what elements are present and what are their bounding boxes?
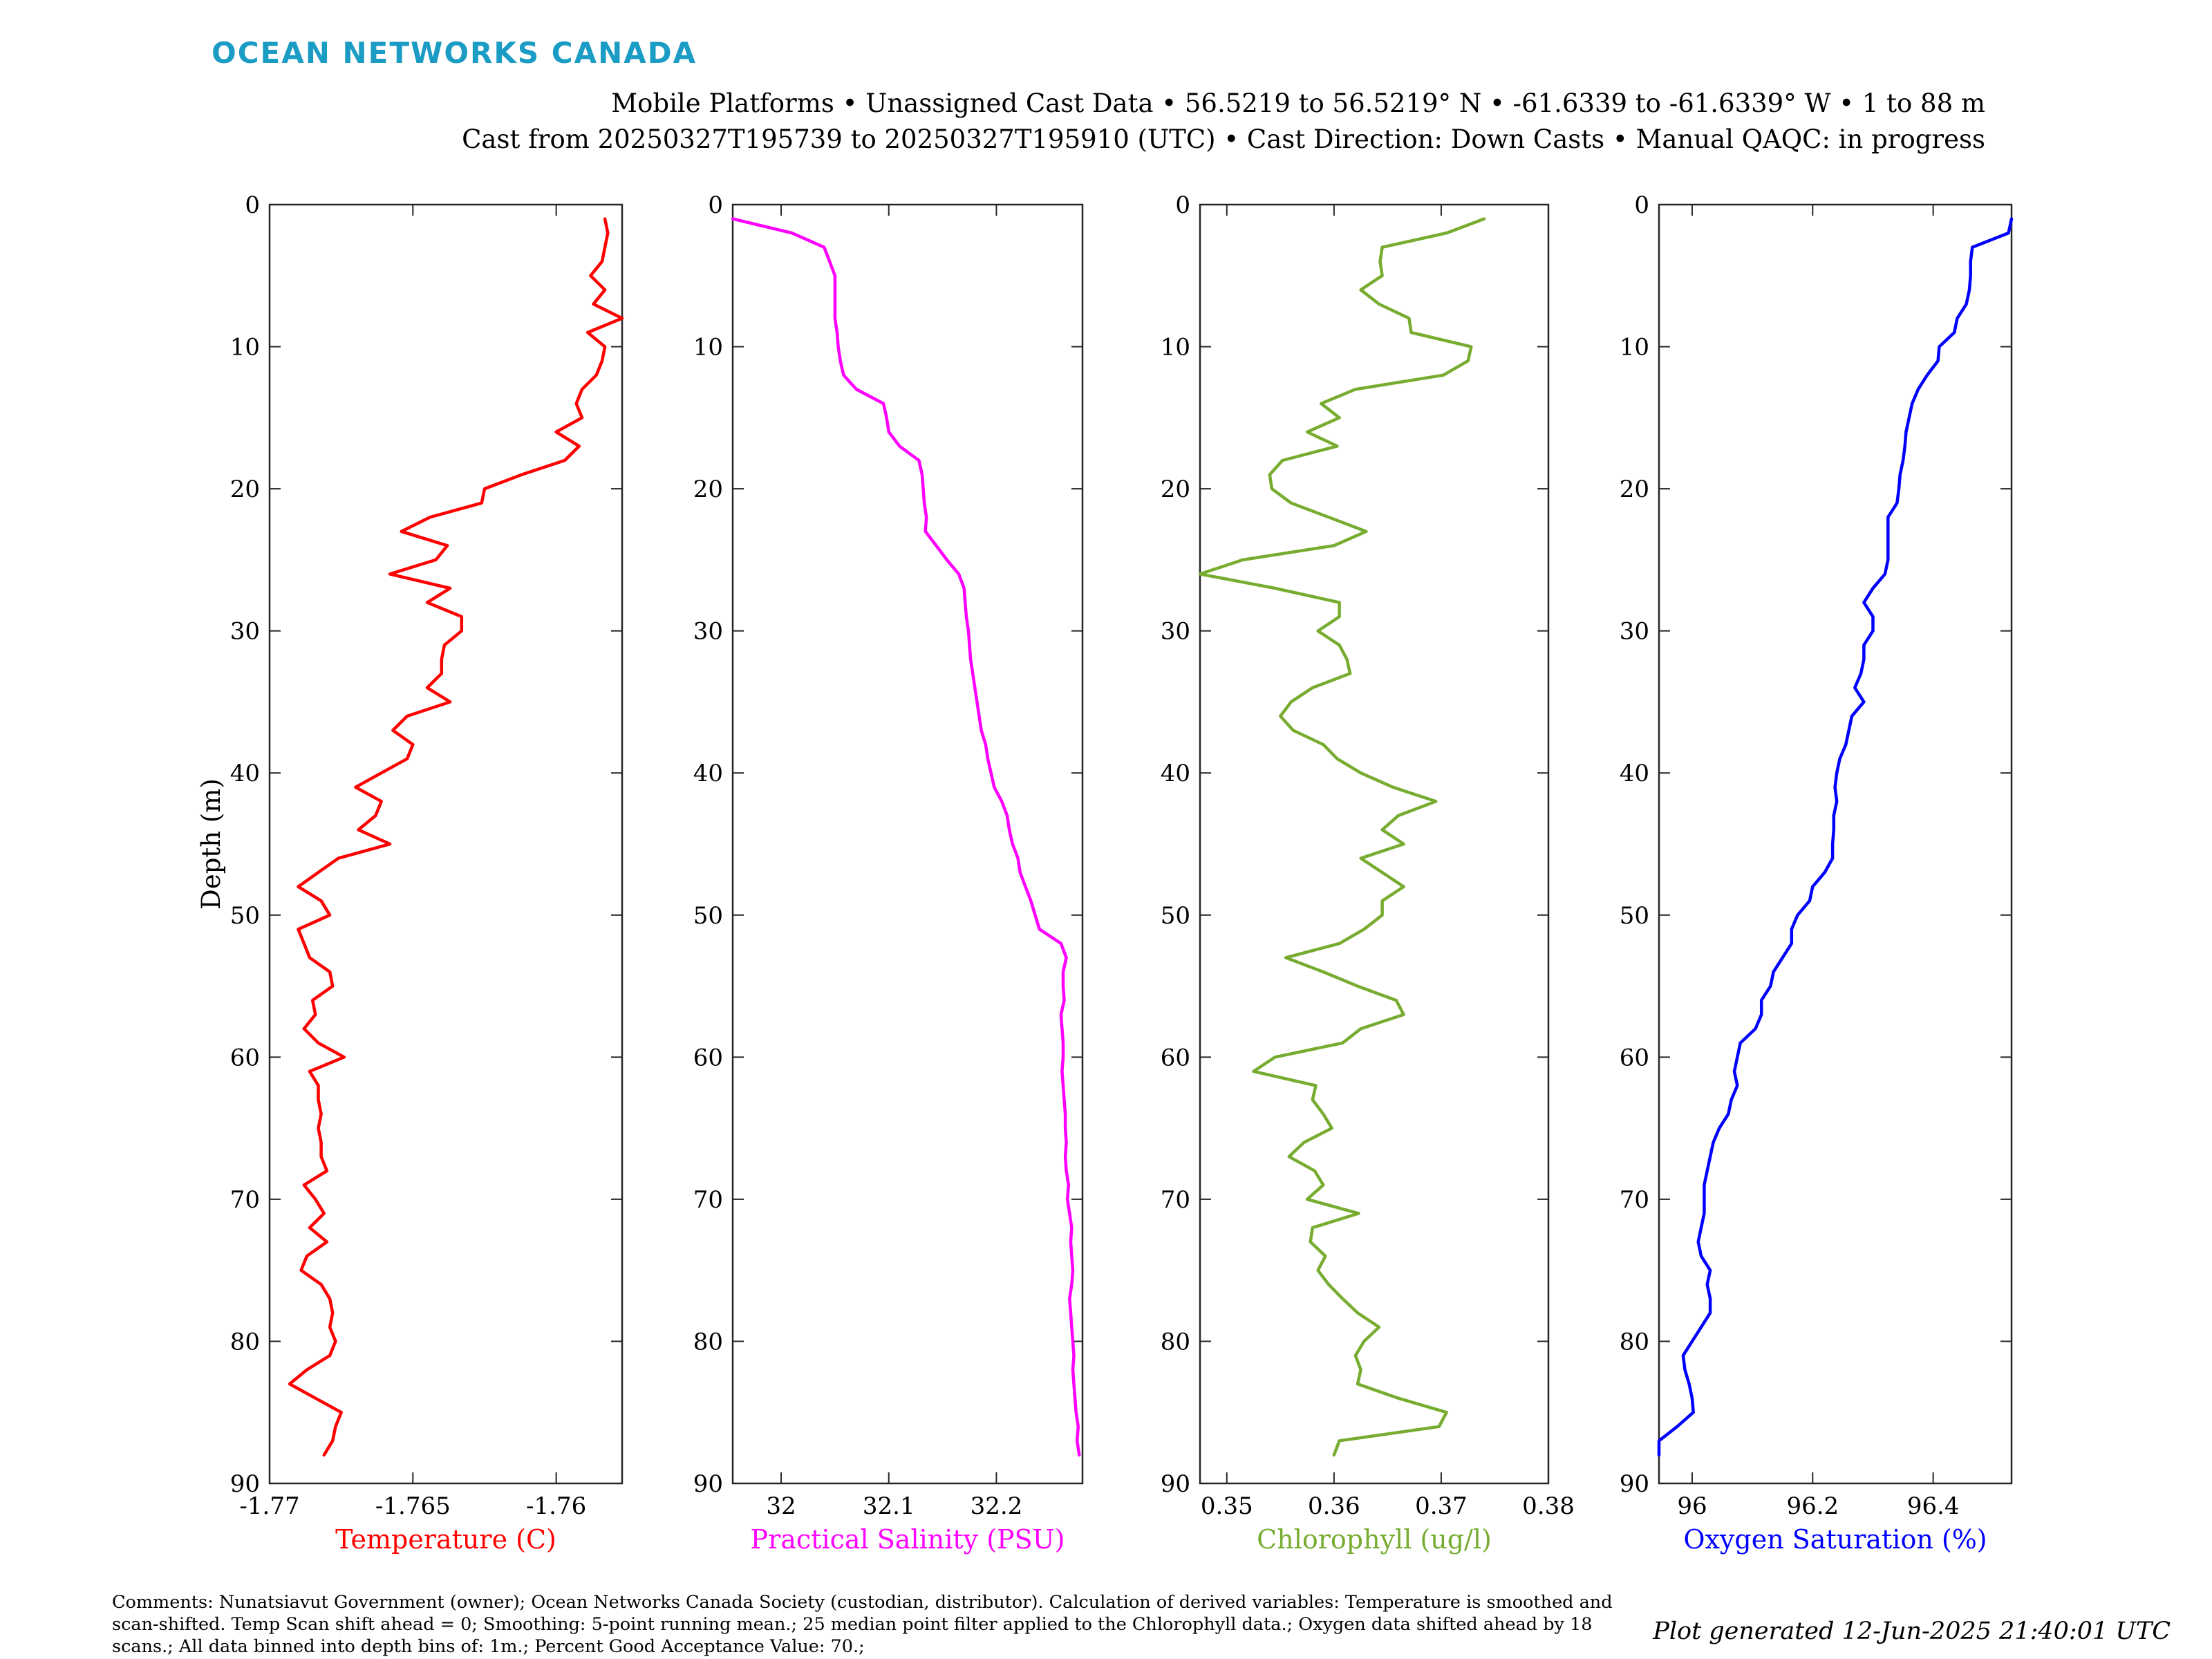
- x-tick-label: 0.37: [1415, 1492, 1468, 1520]
- y-tick-label: 40: [1620, 760, 1649, 787]
- plot-frame-3: [1199, 203, 1550, 1485]
- profile-line-3: [1198, 217, 1486, 1457]
- profile-line-1: [288, 217, 624, 1457]
- x-tick-label: 0.36: [1308, 1492, 1360, 1520]
- y-tick-label: 80: [1161, 1328, 1190, 1356]
- y-tick-label: 70: [230, 1186, 260, 1214]
- y-tick-label: 20: [693, 476, 723, 503]
- x-axis-label-1: Temperature (C): [335, 1524, 556, 1555]
- y-tick-label: 10: [693, 334, 723, 362]
- x-axis-label-4: Oxygen Saturation (%): [1683, 1524, 1987, 1555]
- plot-frame-4: [1658, 203, 2013, 1485]
- x-tick-label: 32: [766, 1492, 796, 1520]
- y-tick-label: 20: [1161, 476, 1190, 503]
- plot-title-line-2: Cast from 20250327T195739 to 20250327T19…: [462, 124, 1985, 154]
- y-tick-label: 10: [1620, 334, 1649, 362]
- y-tick-label: 80: [1620, 1328, 1649, 1356]
- y-tick-label: 10: [1161, 334, 1190, 362]
- y-tick-label: 40: [693, 760, 723, 787]
- y-tick-label: 20: [1620, 476, 1649, 503]
- x-tick-label: -1.77: [239, 1492, 299, 1520]
- x-tick-label: 96: [1677, 1492, 1707, 1520]
- y-tick-label: 30: [1620, 618, 1649, 646]
- x-tick-label: 32.2: [971, 1492, 1023, 1520]
- x-tick-label: 32.1: [863, 1492, 915, 1520]
- y-tick-label: 0: [1175, 191, 1190, 219]
- y-tick-label: 0: [708, 191, 723, 219]
- y-tick-label: 80: [230, 1328, 260, 1356]
- y-tick-label: 70: [1620, 1186, 1649, 1214]
- x-tick-label: 0.35: [1201, 1492, 1253, 1520]
- y-tick-label: 40: [1161, 760, 1190, 787]
- profile-line-4: [1657, 217, 2014, 1457]
- x-tick-label: -1.76: [526, 1492, 586, 1520]
- y-tick-label: 30: [693, 618, 723, 646]
- y-axis-label: Depth (m): [196, 778, 226, 910]
- plot-frame-1: [268, 203, 624, 1485]
- y-tick-label: 40: [230, 760, 260, 787]
- x-tick-label: 96.2: [1786, 1492, 1839, 1520]
- y-tick-label: 70: [1161, 1186, 1190, 1214]
- plot-title-line-1: Mobile Platforms • Unassigned Cast Data …: [611, 88, 1985, 118]
- y-tick-label: 90: [693, 1470, 723, 1498]
- y-tick-label: 50: [693, 902, 723, 930]
- y-tick-label: 20: [230, 476, 260, 503]
- y-tick-label: 60: [230, 1044, 260, 1071]
- x-tick-label: 96.4: [1907, 1492, 1960, 1520]
- y-tick-label: 60: [693, 1044, 723, 1071]
- x-axis-label-2: Practical Salinity (PSU): [751, 1524, 1065, 1555]
- y-tick-label: 30: [1161, 618, 1190, 646]
- brand-logo: OCEAN NETWORKS CANADA: [212, 36, 697, 70]
- plot-frame-2: [731, 203, 1084, 1485]
- x-tick-label: 0.38: [1522, 1492, 1575, 1520]
- y-tick-label: 90: [230, 1470, 260, 1498]
- y-tick-label: 30: [230, 618, 260, 646]
- y-tick-label: 70: [693, 1186, 723, 1214]
- y-tick-label: 90: [1620, 1470, 1649, 1498]
- y-tick-label: 50: [1620, 902, 1649, 930]
- x-tick-label: -1.765: [375, 1492, 451, 1520]
- profile-line-2: [731, 217, 1081, 1457]
- x-axis-label-3: Chlorophyll (ug/l): [1257, 1524, 1492, 1555]
- y-tick-label: 50: [230, 902, 260, 930]
- plot-generated-timestamp: Plot generated 12-Jun-2025 21:40:01 UTC: [1653, 1618, 2171, 1645]
- y-tick-label: 60: [1620, 1044, 1649, 1071]
- comments-text: Comments: Nunatsiavut Government (owner)…: [112, 1592, 1613, 1657]
- y-tick-label: 0: [245, 191, 260, 219]
- y-tick-label: 80: [693, 1328, 723, 1356]
- y-tick-label: 50: [1161, 902, 1190, 930]
- y-tick-label: 90: [1161, 1470, 1190, 1498]
- y-tick-label: 10: [230, 334, 260, 362]
- y-tick-label: 60: [1161, 1044, 1190, 1071]
- y-tick-label: 0: [1634, 191, 1649, 219]
